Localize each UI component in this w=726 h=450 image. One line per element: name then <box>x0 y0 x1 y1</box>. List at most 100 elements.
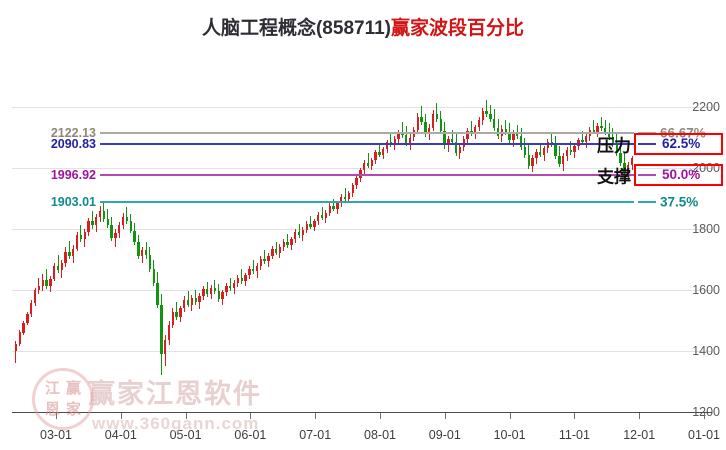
candle-body <box>573 146 576 153</box>
candle-wick <box>214 279 216 295</box>
fib-level-price-label: 2090.83 <box>50 137 96 151</box>
candle-body <box>87 221 90 233</box>
fib-level-percent-label: 50.0% <box>634 164 723 186</box>
candle-body <box>431 113 435 128</box>
fib-level-percent-label: 62.5% <box>634 133 723 155</box>
candle-wick <box>367 153 369 168</box>
candle-body <box>313 221 316 227</box>
candle-body <box>152 268 155 283</box>
candle-body <box>340 196 343 204</box>
candle-body <box>439 119 442 132</box>
candle-wick <box>187 291 189 308</box>
candle-body <box>420 116 423 123</box>
fib-level-line <box>100 201 634 203</box>
candle-body <box>98 210 102 218</box>
candle-body <box>393 139 396 145</box>
candle-body <box>531 158 534 166</box>
page-title: 人脑工程概念(858711)赢家波段百分比 <box>0 13 726 40</box>
candle-body <box>347 193 351 200</box>
candle-body <box>305 223 308 230</box>
candle-wick <box>505 120 507 136</box>
fib-level-line <box>100 132 634 134</box>
candle-body <box>68 251 71 256</box>
candle-body <box>535 151 538 159</box>
candle-wick <box>91 210 93 229</box>
seal-char-0: 江 <box>44 380 60 397</box>
y-axis-tick-label: 1600 <box>692 283 720 297</box>
candle-body <box>554 144 557 156</box>
candle-body <box>374 152 377 161</box>
candle-body <box>45 280 48 287</box>
candle-body <box>604 128 607 133</box>
candle-body <box>512 133 515 140</box>
candle-body <box>343 196 347 200</box>
candle-body <box>294 232 297 240</box>
candle-wick <box>333 198 335 212</box>
fib-level-stub <box>638 174 656 176</box>
x-axis-tick-mark <box>704 413 705 419</box>
candle-body <box>75 235 79 249</box>
candle-body <box>619 152 622 163</box>
watermark-url: www.360gann.com <box>92 414 260 433</box>
fib-level-price-label: 1903.01 <box>50 195 96 209</box>
y-axis-tick-label: 1400 <box>692 344 720 358</box>
candle-body <box>267 255 270 262</box>
gridline <box>12 290 712 291</box>
candle-body <box>546 141 550 149</box>
candle-body <box>627 164 630 173</box>
candle-body <box>630 158 634 165</box>
candle-body <box>336 203 339 209</box>
title-indicator-name: 赢家波段百分比 <box>391 18 525 39</box>
fib-level-stub <box>638 201 656 203</box>
candle-body <box>378 152 381 155</box>
candle-body <box>229 285 232 289</box>
candle-body <box>382 149 385 155</box>
y-axis-tick-label: 2200 <box>692 100 720 114</box>
candle-body <box>263 258 266 262</box>
candle-body <box>206 289 209 294</box>
candle-body <box>225 285 228 293</box>
candle-body <box>236 277 240 283</box>
candle-body <box>424 122 427 134</box>
candle-body <box>408 137 412 143</box>
candle-body <box>477 119 481 128</box>
candle-wick <box>126 207 128 225</box>
candle-body <box>366 162 370 166</box>
candle-body <box>542 148 546 155</box>
candle-wick <box>570 141 572 155</box>
candle-body <box>194 297 197 303</box>
x-axis-tick-mark <box>444 413 446 419</box>
x-axis-tick-label: 10-01 <box>493 428 526 442</box>
candle-body <box>290 239 293 246</box>
candle-body <box>22 322 25 333</box>
seal-char-1: 赢 <box>65 380 81 397</box>
seal-char-2: 恩 <box>44 401 60 418</box>
candle-body <box>309 223 312 227</box>
gridline <box>12 168 712 169</box>
candle-body <box>102 210 106 220</box>
candle-body <box>577 139 580 147</box>
candle-body <box>385 142 389 150</box>
candle-body <box>278 246 282 253</box>
candle-body <box>33 290 37 304</box>
candle-body <box>351 185 354 193</box>
candle-wick <box>310 216 312 229</box>
candle-body <box>301 229 305 236</box>
candle-body <box>565 149 569 157</box>
candle-body <box>569 149 573 153</box>
candle-body <box>447 139 450 146</box>
candle-body <box>137 242 140 256</box>
candle-body <box>320 214 324 219</box>
x-axis-tick-label: 06-01 <box>234 428 267 442</box>
candle-body <box>202 289 205 297</box>
candle-body <box>56 265 60 271</box>
candle-body <box>232 282 236 289</box>
x-axis-tick-label: 05-01 <box>169 428 202 442</box>
candle-body <box>443 131 446 146</box>
candle-body <box>600 125 603 129</box>
candle-body <box>118 224 121 234</box>
candle-wick <box>539 143 541 157</box>
y-axis-tick-label: 1800 <box>692 222 720 236</box>
